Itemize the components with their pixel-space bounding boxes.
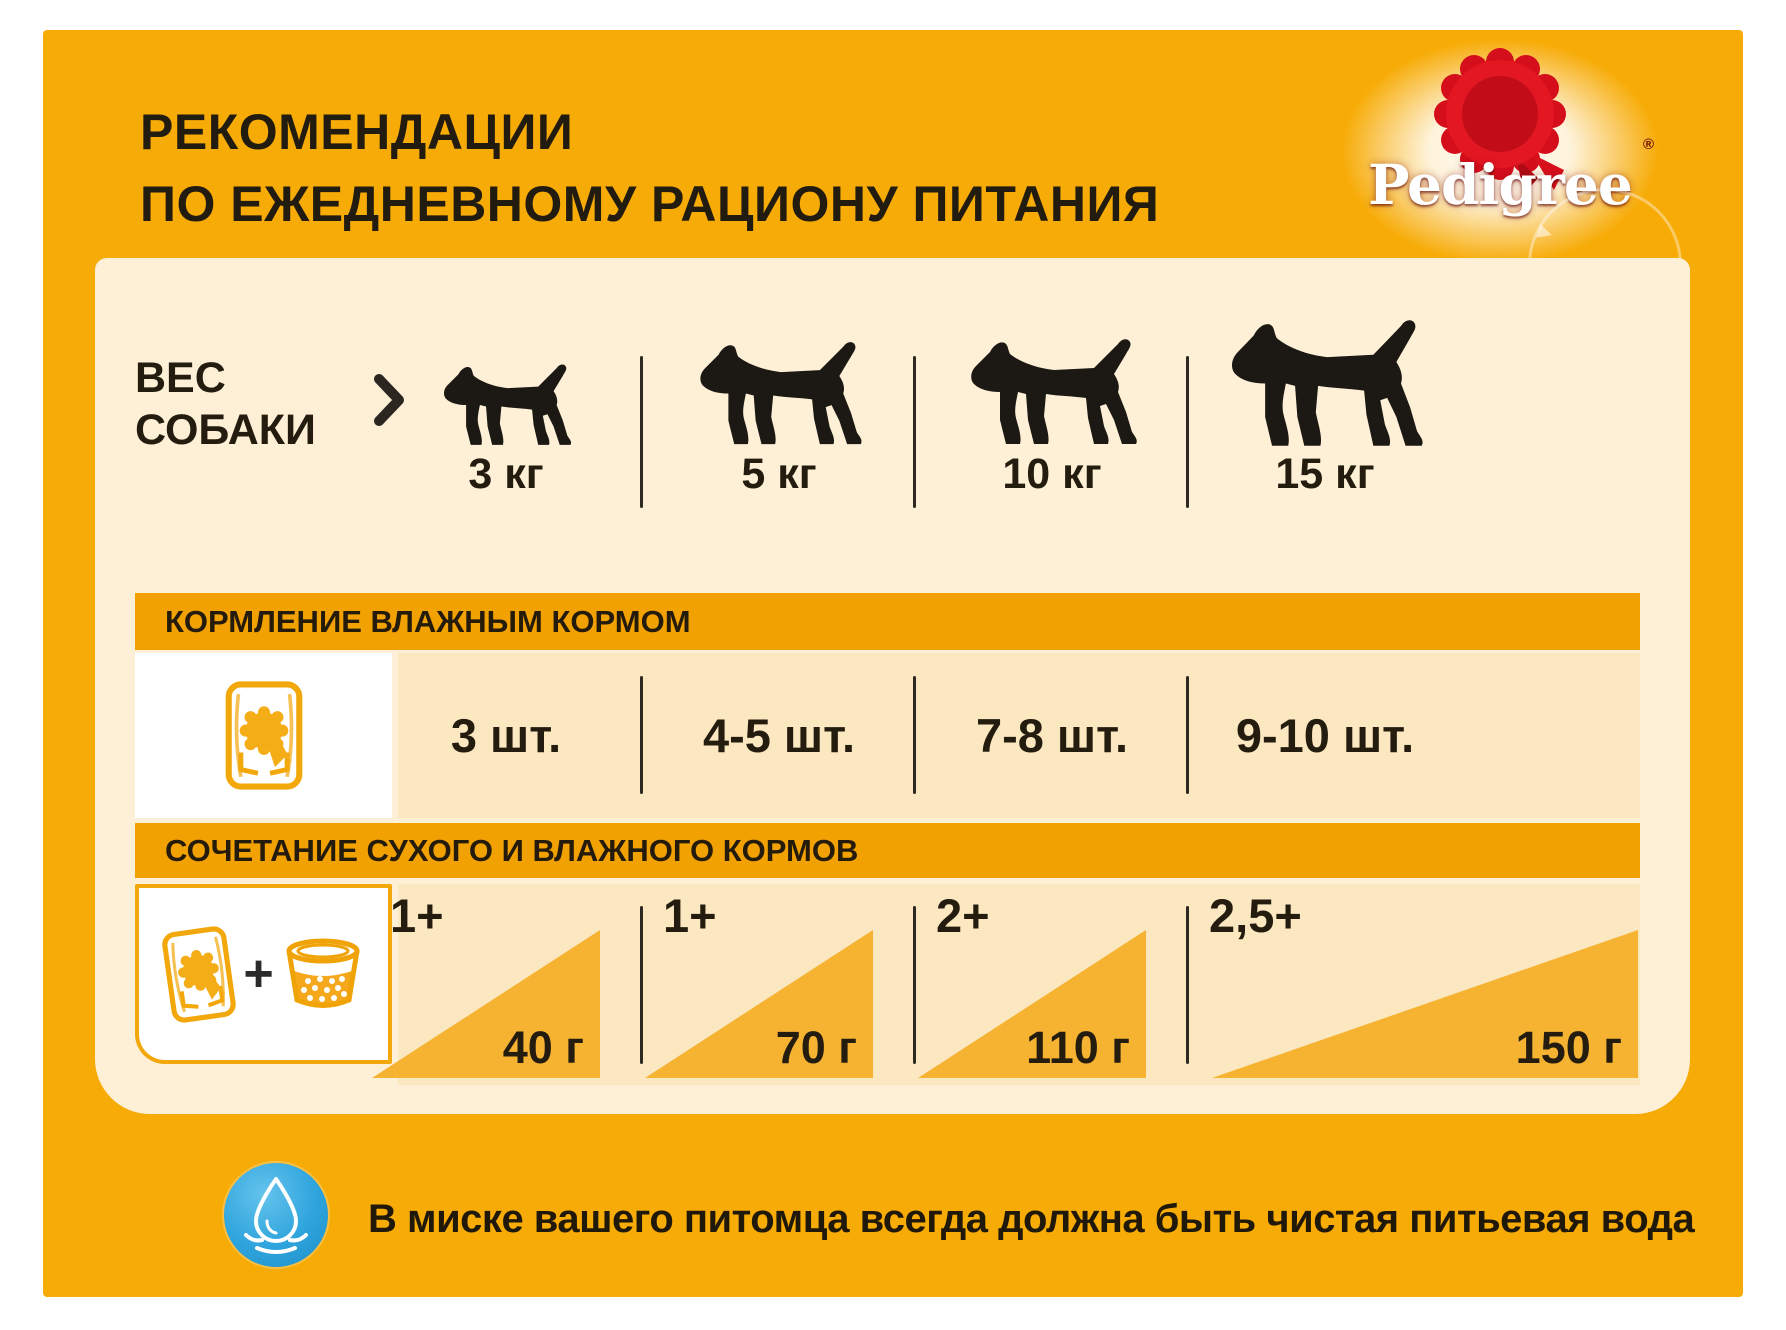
column-divider [640, 676, 643, 794]
weight-value-3kg: 3 кг [468, 450, 544, 498]
wet-food-amount-10kg: 7-8 шт. [975, 709, 1129, 762]
wet-food-amount-5kg: 4-5 шт. [702, 709, 856, 762]
wet-food-icon-cell [135, 653, 392, 818]
dog-weight-label-line2: СОБАКИ [135, 406, 316, 454]
dog-silhouette-icon-3kg [440, 362, 572, 448]
dog-silhouette-icon-5kg [695, 339, 863, 448]
page-title-line2: ПО ЕЖЕДНЕВНОМУ РАЦИОНУ ПИТАНИЯ [140, 176, 1160, 232]
plus-icon: + [243, 945, 274, 1003]
combo-pouch-count-10kg: 2+ [936, 889, 990, 942]
dog-silhouette-icon-10kg [966, 336, 1138, 448]
column-divider [640, 906, 643, 1064]
weight-value-5kg: 5 кг [741, 450, 817, 498]
combo-pouch-count-3kg: 1+ [390, 889, 444, 942]
water-badge [224, 1163, 328, 1267]
pouch-icon [219, 677, 309, 794]
rosette-icon [1434, 48, 1566, 194]
dry-food-grams-5kg: 70 г [775, 1022, 857, 1073]
column-divider [640, 356, 643, 508]
page-title: РЕКОМЕНДАЦИИ ПО ЕЖЕДНЕВНОМУ РАЦИОНУ ПИТА… [140, 96, 1159, 240]
dry-food-grams-10kg: 110 г [1026, 1022, 1130, 1073]
column-divider [913, 356, 916, 508]
weight-value-15kg: 15 кг [1275, 450, 1375, 498]
column-divider [913, 676, 916, 794]
page-title-line1: РЕКОМЕНДАЦИИ [140, 104, 574, 160]
combo-icon-cell: + [135, 884, 392, 1064]
chevron-right-icon [374, 374, 404, 426]
column-divider [1186, 356, 1189, 508]
dry-food-grams-15kg: 150 г [1515, 1022, 1622, 1073]
column-divider [913, 906, 916, 1064]
dog-weight-axis-label: ВЕС СОБАКИ [135, 352, 316, 456]
column-divider [1186, 906, 1189, 1064]
combo-pouch-count-5kg: 1+ [663, 889, 717, 942]
water-note-text: В миске вашего питомца всегда должна быт… [368, 1197, 1695, 1241]
column-divider [1186, 676, 1189, 794]
bowl-icon [280, 937, 366, 1011]
registered-trademark-symbol: ® [1642, 136, 1654, 153]
combo-pouch-count-15kg: 2,5+ [1209, 889, 1302, 942]
wet-food-amount-15kg: 9-10 шт. [1235, 709, 1415, 762]
weight-value-10kg: 10 кг [1002, 450, 1102, 498]
wet-food-row-background [398, 653, 1640, 818]
dry-food-grams-3kg: 40 г [502, 1022, 584, 1073]
wet-food-section-header: КОРМЛЕНИЕ ВЛАЖНЫМ КОРМОМ [135, 593, 1640, 650]
combo-section-header: СОЧЕТАНИЕ СУХОГО И ВЛАЖНОГО КОРМОВ [135, 823, 1640, 878]
dog-weight-label-line1: ВЕС [135, 354, 226, 402]
water-drop-icon [224, 1163, 328, 1267]
pouch-icon [155, 920, 244, 1029]
pedigree-logo: Pedigree ® [1330, 40, 1670, 272]
dog-silhouette-icon-15kg [1226, 316, 1424, 450]
wet-food-amount-3kg: 3 шт. [450, 709, 562, 762]
